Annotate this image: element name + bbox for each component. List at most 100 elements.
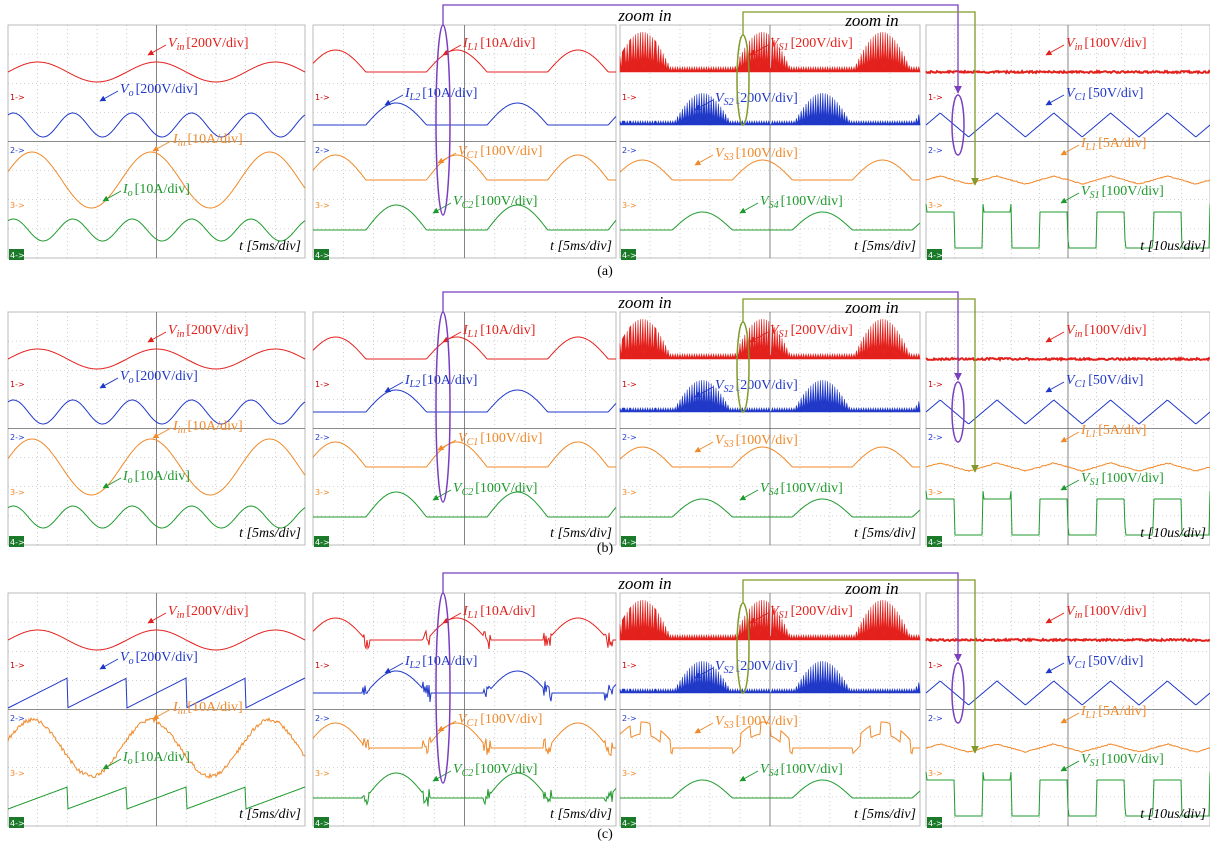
label-subscript: S4 — [769, 768, 779, 779]
channel-marker: 2-> — [928, 433, 943, 442]
channel-marker: 4-> — [928, 819, 943, 828]
label-scale: [10A/div] — [480, 323, 535, 338]
label-subscript: in — [1075, 329, 1083, 340]
label-scale: [100V/div] — [781, 481, 843, 496]
channel-marker: 3-> — [10, 201, 25, 210]
label-scale: [100V/div] — [1102, 752, 1164, 767]
scope-panel: 1->2->3->4->IL1[10A/div]IL2[10A/div]VC1[… — [313, 25, 616, 260]
label-scale: [100V/div] — [1084, 323, 1146, 338]
label-scale: [100V/div] — [781, 194, 843, 209]
channel-marker: 4-> — [622, 819, 637, 828]
label-subscript: C2 — [462, 487, 474, 498]
channel-marker: 1-> — [928, 380, 943, 389]
time-scale: t [10us/div] — [1140, 239, 1206, 254]
label-scale: [5A/div] — [1098, 704, 1146, 719]
label-subscript: o — [129, 375, 134, 386]
waveform — [926, 358, 1210, 360]
channel-marker: 2-> — [622, 714, 637, 723]
channel-marker: 1-> — [10, 93, 25, 102]
zoom-label: zoom in — [617, 293, 671, 312]
scope-panel: 1->2->3->4->Vin[200V/div]Vo[200V/div]Iin… — [8, 25, 305, 260]
channel-marker: 2-> — [10, 433, 25, 442]
channel-marker: 3-> — [10, 769, 25, 778]
label-scale: [10A/div] — [187, 132, 242, 147]
label-subscript: in — [177, 42, 185, 53]
time-scale: t [5ms/div] — [550, 239, 612, 254]
label-subscript: L2 — [409, 92, 421, 103]
zoom-label: zoom in — [844, 298, 898, 317]
scope-panel: 1->2->3->4->Vin[200V/div]Vo[200V/div]Iin… — [8, 593, 305, 828]
scope-panel: 1->2->3->4->IL1[10A/div]IL2[10A/div]VC1[… — [313, 593, 616, 828]
label-scale: [100V/div] — [736, 146, 798, 161]
label-subscript: L1 — [1085, 142, 1097, 153]
channel-marker: 3-> — [622, 769, 637, 778]
channel-marker: 1-> — [10, 661, 25, 670]
zoom-label: zoom in — [617, 6, 671, 25]
figure: 1->2->3->4->Vin[200V/div]Vo[200V/div]Iin… — [0, 0, 1210, 847]
channel-marker: 2-> — [10, 146, 25, 155]
channel-marker: 4-> — [10, 819, 25, 828]
label-scale: [200V/div] — [136, 82, 198, 97]
label-subscript: S1 — [779, 329, 789, 340]
channel-marker: 4-> — [10, 251, 25, 260]
label-scale: [100V/div] — [475, 481, 537, 496]
channel-marker: 4-> — [928, 251, 943, 260]
label-subscript: in — [177, 610, 185, 621]
label-scale: [100V/div] — [1102, 471, 1164, 486]
label-scale: [200V/div] — [186, 604, 248, 619]
channel-marker: 1-> — [315, 380, 330, 389]
label-scale: [200V/div] — [736, 659, 798, 674]
label-subscript: S3 — [724, 439, 734, 450]
label-scale: [200V/div] — [186, 36, 248, 51]
caption: (c) — [597, 827, 613, 842]
label-subscript: S1 — [1090, 190, 1100, 201]
channel-marker: 1-> — [10, 380, 25, 389]
scope-panel: 1->2->3->4->IL1[10A/div]IL2[10A/div]VC1[… — [313, 312, 616, 547]
label-subscript: C1 — [1075, 92, 1087, 103]
label-scale: [200V/div] — [136, 650, 198, 665]
label-scale: [200V/div] — [736, 91, 798, 106]
channel-marker: 3-> — [928, 488, 943, 497]
caption: (b) — [597, 541, 614, 556]
label-scale: [10A/div] — [135, 182, 190, 197]
label-subscript: o — [129, 88, 134, 99]
time-scale: t [5ms/div] — [854, 807, 916, 822]
channel-marker: 1-> — [315, 93, 330, 102]
label-subscript: C1 — [467, 150, 479, 161]
label-scale: [100V/div] — [736, 714, 798, 729]
label-scale: [100V/div] — [475, 762, 537, 777]
label-scale: [100V/div] — [1084, 36, 1146, 51]
label-subscript: L1 — [1085, 710, 1097, 721]
channel-marker: 1-> — [315, 661, 330, 670]
channel-marker: 4-> — [315, 538, 330, 547]
label-scale: [10A/div] — [135, 469, 190, 484]
channel-marker: 4-> — [622, 538, 637, 547]
channel-marker: 2-> — [10, 714, 25, 723]
time-scale: t [5ms/div] — [550, 526, 612, 541]
label-scale: [10A/div] — [135, 750, 190, 765]
channel-marker: 4-> — [10, 538, 25, 547]
channel-marker: 3-> — [928, 201, 943, 210]
label-subscript: L1 — [1085, 429, 1097, 440]
label-scale: [100V/div] — [480, 431, 542, 446]
label-subscript: o — [128, 188, 133, 199]
label-subscript: C2 — [462, 768, 474, 779]
channel-marker: 4-> — [315, 819, 330, 828]
channel-marker: 4-> — [315, 251, 330, 260]
time-scale: t [5ms/div] — [239, 526, 301, 541]
channel-marker: 1-> — [928, 93, 943, 102]
label-subscript: S1 — [779, 610, 789, 621]
label-subscript: L1 — [467, 610, 479, 621]
label-subscript: S1 — [1090, 477, 1100, 488]
label-subscript: S3 — [724, 152, 734, 163]
label-subscript: L1 — [467, 329, 479, 340]
label-scale: [200V/div] — [791, 604, 853, 619]
channel-marker: 4-> — [928, 538, 943, 547]
channel-marker: 3-> — [315, 488, 330, 497]
time-scale: t [5ms/div] — [854, 526, 916, 541]
label-scale: [10A/div] — [480, 36, 535, 51]
label-subscript: C1 — [467, 718, 479, 729]
label-subscript: in — [1075, 42, 1083, 53]
label-scale: [10A/div] — [187, 700, 242, 715]
label-subscript: C1 — [467, 437, 479, 448]
